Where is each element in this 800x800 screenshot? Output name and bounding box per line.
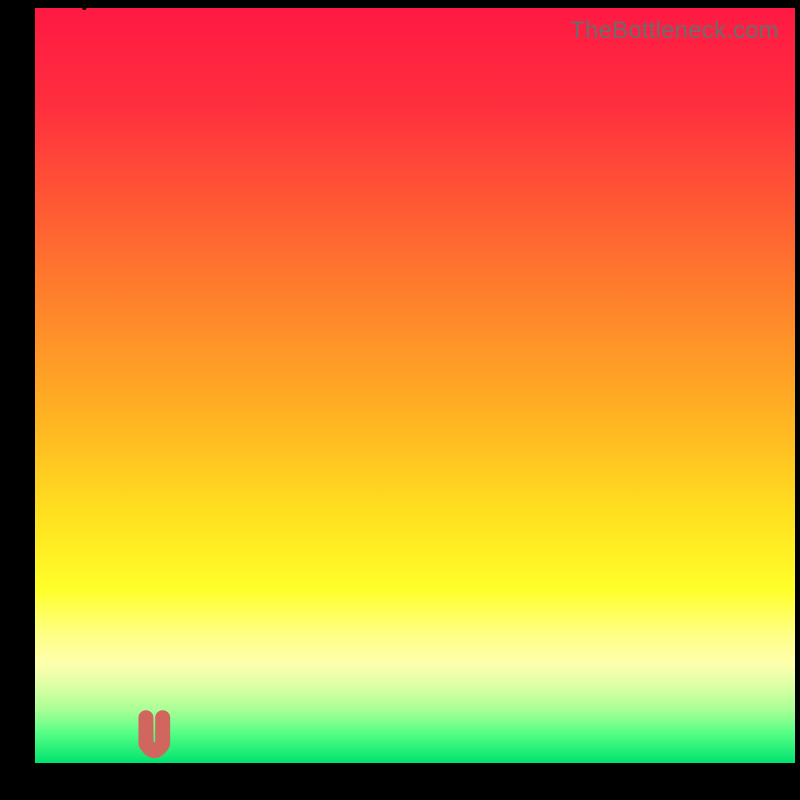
chart-frame: TheBottleneck.com xyxy=(0,0,800,800)
curve-layer xyxy=(35,8,795,763)
plot-area: TheBottleneck.com xyxy=(35,8,795,763)
bottleneck-curve xyxy=(84,0,795,554)
watermark-text: TheBottleneck.com xyxy=(570,17,779,45)
vertex-marker xyxy=(146,718,163,751)
